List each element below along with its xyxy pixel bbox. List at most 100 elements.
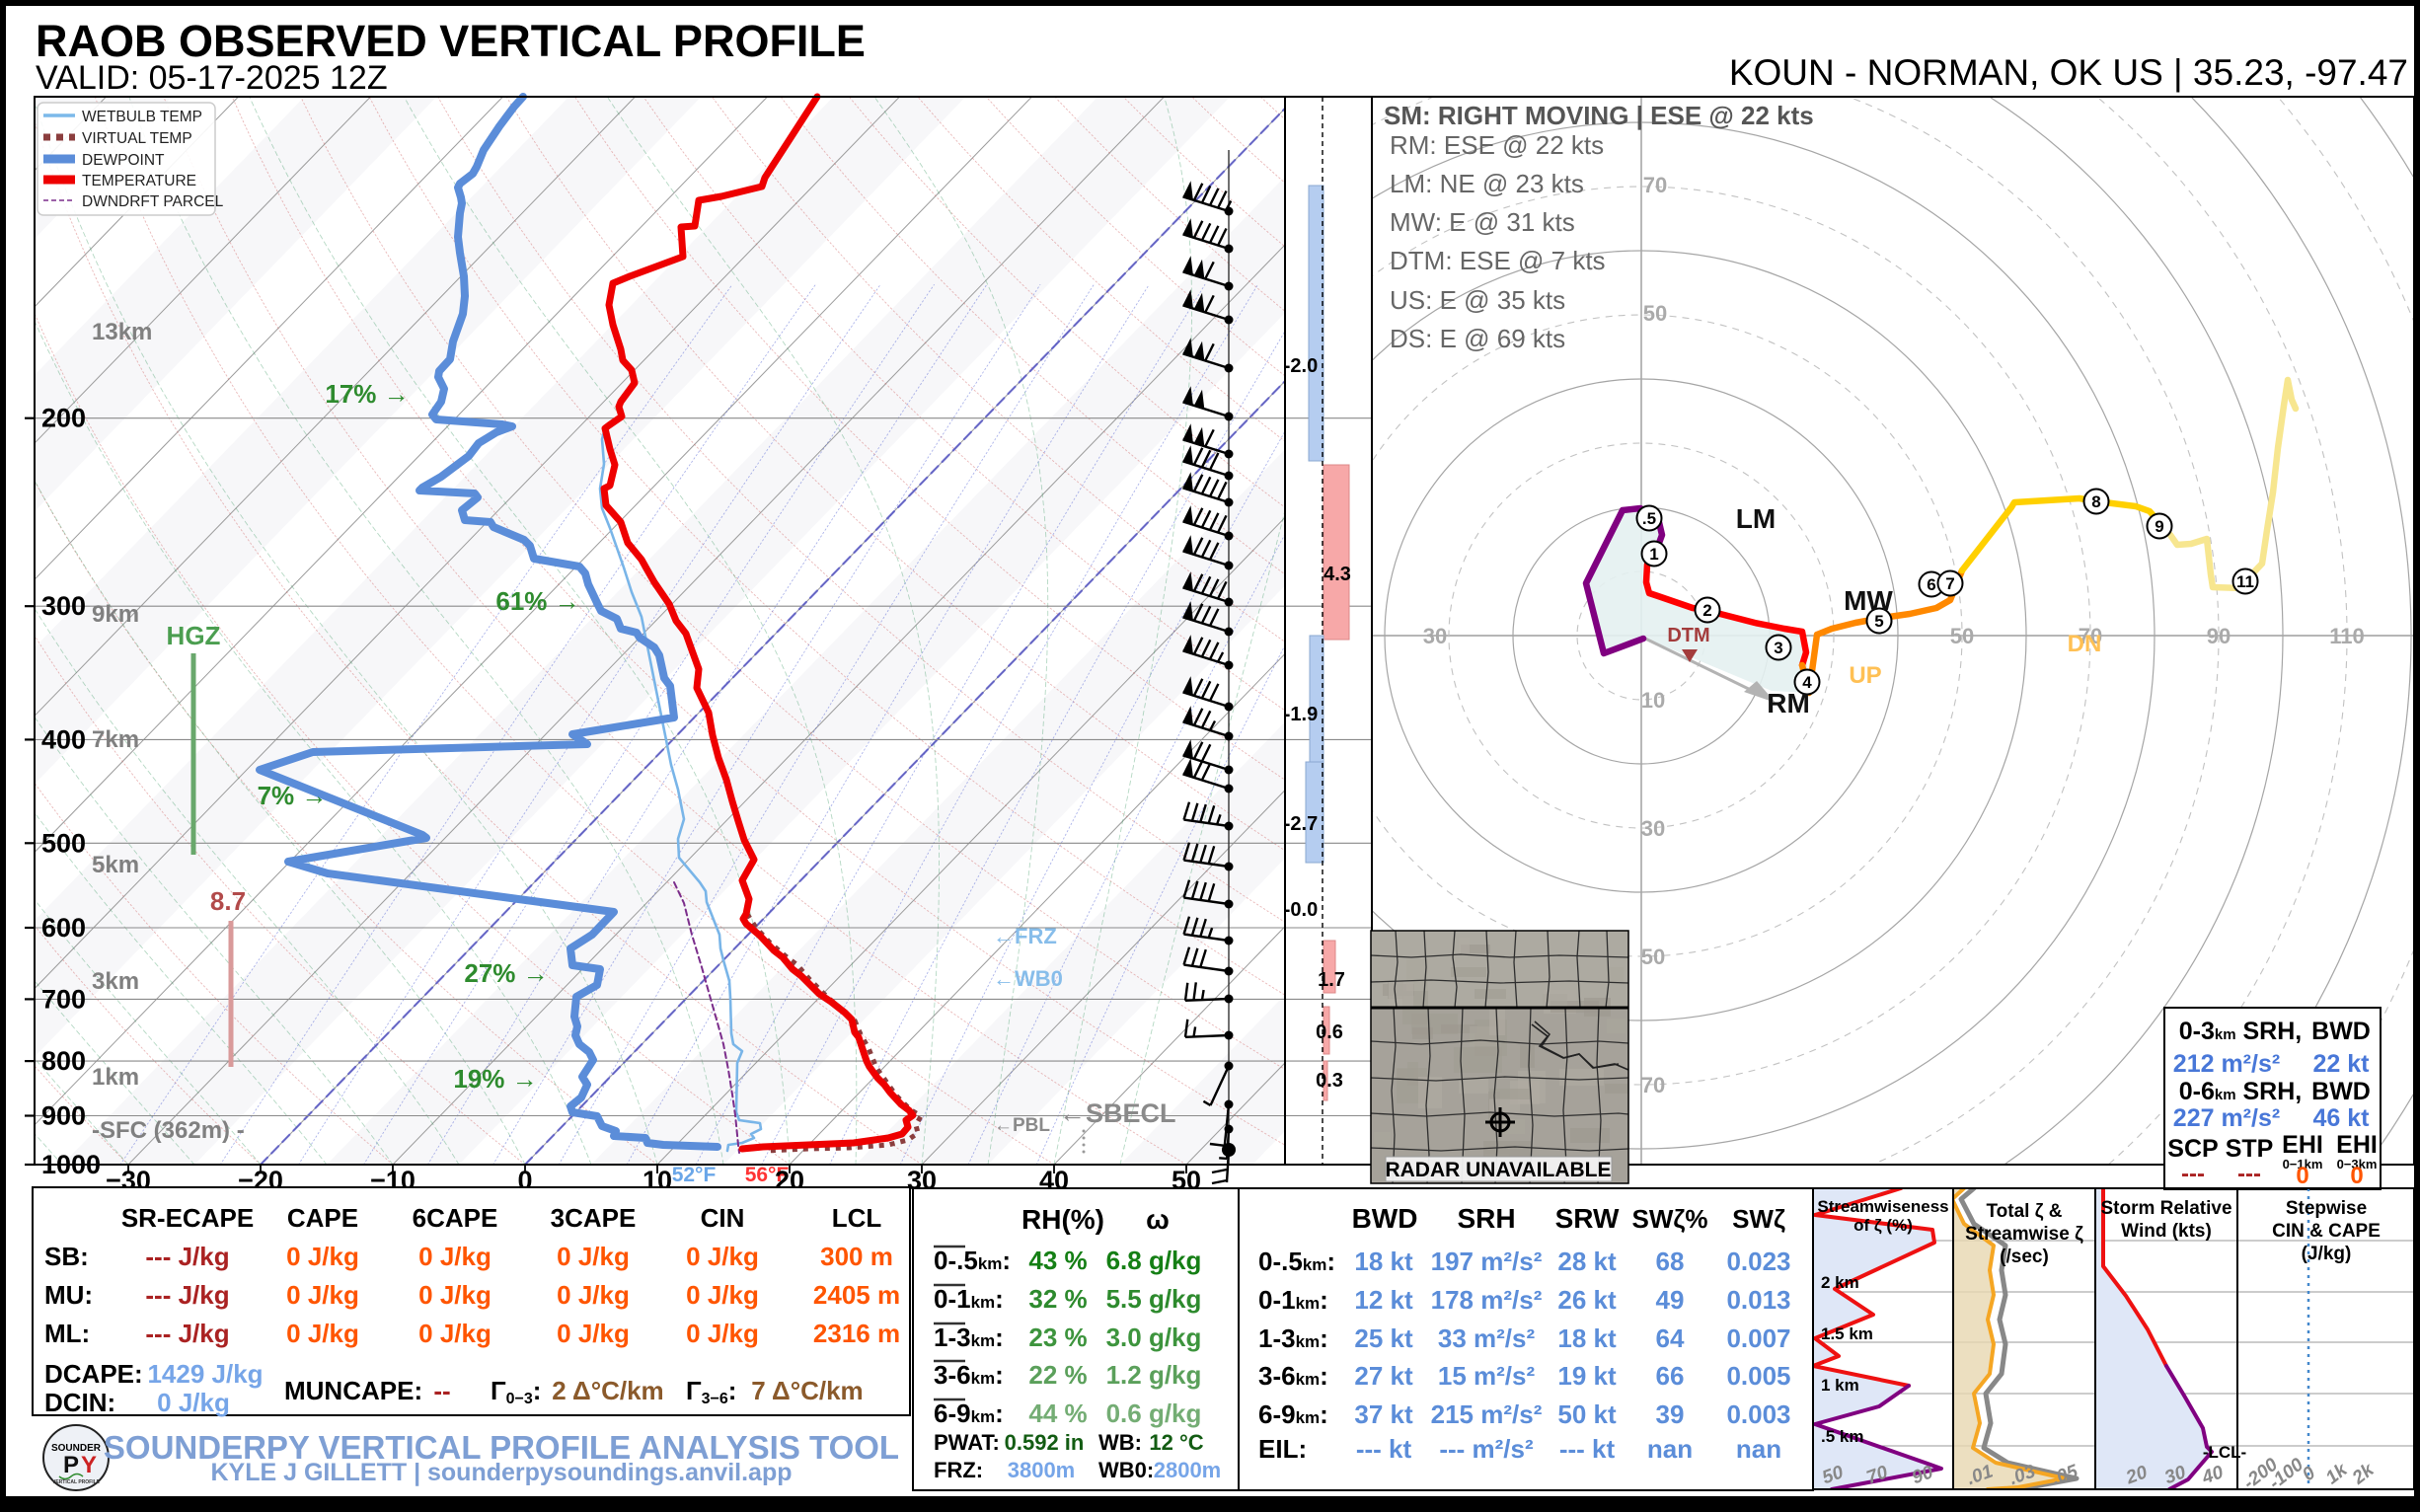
- svg-text:2: 2: [1702, 601, 1711, 620]
- svg-text:37 kt: 37 kt: [1354, 1399, 1413, 1429]
- svg-text:197 m²/s²: 197 m²/s²: [1431, 1247, 1543, 1276]
- svg-text:27% →: 27% →: [464, 958, 548, 988]
- svg-text:6CAPE: 6CAPE: [413, 1203, 498, 1233]
- svg-text:--: --: [433, 1376, 450, 1405]
- svg-text:4.3: 4.3: [1323, 564, 1351, 585]
- svg-text:MU:: MU:: [44, 1280, 93, 1310]
- svg-text:5km: 5km: [92, 852, 139, 878]
- svg-text:0 J/kg: 0 J/kg: [286, 1319, 359, 1348]
- svg-text:0−3km: 0−3km: [2337, 1157, 2378, 1172]
- svg-text:Streamwise ζ: Streamwise ζ: [1965, 1224, 2083, 1245]
- svg-text:11: 11: [2236, 572, 2254, 591]
- svg-text:WB:: WB:: [1098, 1430, 1142, 1455]
- svg-text:US: E @ 35 kts: US: E @ 35 kts: [1390, 285, 1565, 315]
- svg-text:49: 49: [1656, 1285, 1685, 1315]
- svg-text:0 J/kg: 0 J/kg: [418, 1242, 492, 1271]
- svg-text:SWζ: SWζ: [1732, 1204, 1785, 1234]
- svg-text:Wind (kts): Wind (kts): [2121, 1221, 2212, 1242]
- svg-text:MW: MW: [1844, 585, 1893, 616]
- svg-text:7 Δ°C/km: 7 Δ°C/km: [751, 1376, 863, 1405]
- svg-text:300 m: 300 m: [820, 1242, 893, 1271]
- svg-text:CIN: CIN: [701, 1203, 745, 1233]
- svg-text:15 m²/s²: 15 m²/s²: [1438, 1361, 1536, 1391]
- svg-text:1.2 g/kg: 1.2 g/kg: [1106, 1360, 1202, 1390]
- svg-text:18 kt: 18 kt: [1557, 1323, 1617, 1353]
- svg-text:13km: 13km: [92, 319, 152, 345]
- svg-text:17% →: 17% →: [325, 379, 409, 409]
- svg-text:50: 50: [1643, 301, 1667, 326]
- svg-text:-1.9: -1.9: [1284, 704, 1318, 725]
- svg-text:SR-ECAPE: SR-ECAPE: [121, 1203, 254, 1233]
- svg-text:0 J/kg: 0 J/kg: [557, 1319, 630, 1348]
- svg-text:←PBL: ←PBL: [994, 1115, 1050, 1136]
- svg-text:46 kt: 46 kt: [2313, 1104, 2371, 1132]
- svg-text:BWD: BWD: [2311, 1018, 2371, 1045]
- svg-text:-0.0: -0.0: [1284, 899, 1318, 921]
- svg-text:Stepwise: Stepwise: [2286, 1198, 2367, 1219]
- svg-text:0.3: 0.3: [1316, 1070, 1343, 1092]
- svg-text:0.005: 0.005: [1726, 1361, 1790, 1391]
- svg-text:6.8 g/kg: 6.8 g/kg: [1106, 1246, 1202, 1275]
- svg-text:70: 70: [2079, 624, 2102, 648]
- svg-text:5.5 g/kg: 5.5 g/kg: [1106, 1284, 1202, 1314]
- svg-text:-SFC (362m) -: -SFC (362m) -: [92, 1117, 245, 1144]
- svg-text:8.7: 8.7: [210, 886, 246, 916]
- svg-text:0.592 in: 0.592 in: [1005, 1430, 1085, 1455]
- svg-text:0.023: 0.023: [1726, 1247, 1790, 1276]
- svg-text:68: 68: [1656, 1247, 1685, 1276]
- svg-text:CIN & CAPE: CIN & CAPE: [2272, 1221, 2381, 1242]
- svg-text:33 m²/s²: 33 m²/s²: [1438, 1323, 1536, 1353]
- svg-text:(J/kg): (J/kg): [2302, 1244, 2352, 1264]
- svg-text:0−1km: 0−1km: [2283, 1157, 2323, 1172]
- svg-text:LCL: LCL: [832, 1203, 882, 1233]
- svg-text:←WB0: ←WB0: [993, 966, 1063, 991]
- svg-text:←FRZ: ←FRZ: [993, 924, 1057, 948]
- svg-text:110: 110: [2329, 624, 2365, 648]
- svg-text:43 %: 43 %: [1028, 1246, 1087, 1275]
- svg-text:3: 3: [1774, 639, 1782, 657]
- svg-text:2800m: 2800m: [1154, 1458, 1222, 1482]
- svg-text:0-3km SRH,: 0-3km SRH,: [2179, 1018, 2303, 1045]
- svg-text:RADAR UNAVAILABLE: RADAR UNAVAILABLE: [1385, 1159, 1611, 1181]
- svg-text:STP: STP: [2226, 1135, 2274, 1163]
- svg-text:50: 50: [1641, 945, 1665, 969]
- svg-text:-2.7: -2.7: [1284, 813, 1318, 835]
- svg-text:1: 1: [1649, 545, 1658, 564]
- svg-text:Γ0−3:: Γ0−3:: [491, 1376, 541, 1407]
- svg-text:P: P: [63, 1452, 79, 1478]
- svg-text:4: 4: [1802, 673, 1812, 692]
- svg-text:LM: NE @ 23 kts: LM: NE @ 23 kts: [1390, 169, 1584, 198]
- svg-text:0 J/kg: 0 J/kg: [686, 1280, 759, 1310]
- svg-text:19% →: 19% →: [453, 1064, 537, 1094]
- svg-text:nan: nan: [1647, 1434, 1693, 1464]
- svg-text:22 kt: 22 kt: [2313, 1050, 2371, 1078]
- svg-text:7km: 7km: [92, 726, 139, 753]
- svg-text:2 km: 2 km: [1821, 1273, 1859, 1292]
- svg-text:DS: E @ 69 kts: DS: E @ 69 kts: [1390, 324, 1565, 353]
- svg-text:RM: RM: [1767, 688, 1810, 718]
- svg-text:215 m²/s²: 215 m²/s²: [1431, 1399, 1543, 1429]
- svg-text:TEMPERATURE: TEMPERATURE: [82, 173, 196, 189]
- svg-text:SOUNDER: SOUNDER: [51, 1443, 102, 1454]
- svg-text:0.6: 0.6: [1316, 1021, 1343, 1043]
- svg-text:Streamwiseness: Streamwiseness: [1817, 1197, 1948, 1216]
- svg-text:52°F: 52°F: [672, 1164, 717, 1186]
- svg-text:.5 km: .5 km: [1821, 1427, 1863, 1446]
- svg-text:WETBULB TEMP: WETBULB TEMP: [82, 109, 202, 125]
- svg-text:28 kt: 28 kt: [1557, 1247, 1617, 1276]
- svg-text:0.013: 0.013: [1726, 1285, 1790, 1315]
- svg-text:30: 30: [1641, 816, 1665, 841]
- svg-text:0.6 g/kg: 0.6 g/kg: [1106, 1399, 1202, 1428]
- svg-text:nan: nan: [1736, 1434, 1781, 1464]
- svg-text:212 m²/s²: 212 m²/s²: [2173, 1050, 2280, 1078]
- svg-text:0 J/kg: 0 J/kg: [686, 1242, 759, 1271]
- svg-text:Storm Relative: Storm Relative: [2100, 1198, 2231, 1219]
- svg-text:19 kt: 19 kt: [1557, 1361, 1617, 1391]
- svg-text:18 kt: 18 kt: [1354, 1247, 1413, 1276]
- svg-text:EHI: EHI: [2282, 1131, 2323, 1159]
- svg-text:70: 70: [1643, 173, 1667, 197]
- svg-text:5: 5: [1874, 612, 1883, 631]
- svg-text:--- kt: --- kt: [1356, 1434, 1412, 1464]
- svg-text:Y: Y: [81, 1452, 97, 1478]
- svg-text:KOUN - NORMAN, OK US | 35.23,: KOUN - NORMAN, OK US | 35.23, -97.47: [1729, 52, 2408, 93]
